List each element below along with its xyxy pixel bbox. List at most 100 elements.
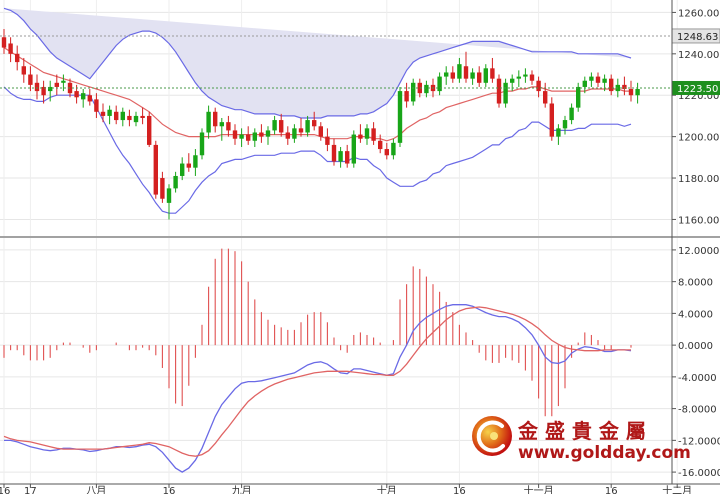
candle-body [15,53,20,63]
candle-body [391,142,396,156]
macd-tick-label: -4.0000 [678,373,717,384]
candle-body [516,76,521,79]
candle-body [503,82,508,104]
candle-body [358,134,363,139]
candlestick-series [1,28,640,220]
x-tick-label: 十二月 [662,484,692,494]
price-tick-label: 1260.00 [678,8,719,19]
signal-line [3,306,631,457]
candle-body [325,136,330,145]
candle-body [120,111,125,121]
candle-body [371,128,376,141]
candle-body [536,80,541,92]
candle-body [87,95,92,102]
candle-body [529,74,535,81]
candle-body [523,74,528,77]
candle-body [61,80,66,83]
candle-body [417,82,422,94]
candle-body [173,175,178,189]
candle-body [107,109,112,116]
candle-body [331,144,337,162]
candle-body [180,163,185,176]
upper-band-line [3,7,632,119]
price-tick-label: 1160.00 [678,215,719,226]
x-tick-label: 16 [605,486,618,494]
price-tick-label: 1240.00 [678,50,719,61]
candle-body [628,89,634,96]
candle-body [424,84,429,94]
watermark-url: www.goldday.com [518,443,691,463]
candle-body [635,89,640,96]
reference-tag: 1248.63 [677,32,718,43]
candle-body [549,103,554,137]
x-tick-label: 17 [24,486,37,494]
candle-body [213,111,218,127]
price-tick-label: 1220.00 [678,91,719,102]
candle-body [562,120,568,129]
candle-body [470,72,475,79]
candle-body [133,115,139,123]
candle-body [543,91,548,104]
middle-band-line [3,47,631,142]
candle-body [246,134,251,141]
candle-body [186,163,191,168]
x-tick-label: 16 [163,486,176,494]
candle-body [193,155,198,168]
candle-body [140,115,145,118]
candle-body [510,78,515,83]
candle-body [345,151,350,164]
candle-body [378,140,383,150]
macd-histogram [3,248,632,417]
candle-body [411,82,416,102]
watermark-chinese: 金 盛 貴 金 屬 [517,419,646,443]
candle-body [477,72,482,83]
candle-body [582,80,587,87]
candle-body [576,86,581,108]
x-tick-label: 16 [453,486,466,494]
candle-body [384,149,389,156]
candle-body [74,91,79,98]
goldday-logo-dot [490,432,498,440]
macd-tick-label: -16.0000 [678,468,720,479]
macd-grid [0,238,678,484]
current-price-tag: 1223.50 [677,84,718,95]
candle-body [292,128,297,139]
macd-tick-label: 4.0000 [678,309,713,320]
candle-body [147,115,152,145]
candle-body [259,132,264,137]
candle-body [444,72,449,77]
candle-body [569,107,574,121]
lower-band-line [3,86,632,214]
macd-tick-label: 0.0000 [678,341,713,352]
candle-body [602,78,607,83]
candle-body [166,188,172,203]
candle-body [232,130,238,139]
candle-body [483,68,488,83]
candle-body [279,120,284,133]
x-tick-label: 八月 [86,485,106,494]
candle-body [450,72,455,79]
macd-tick-label: 8.0000 [678,278,713,289]
candle-body [34,82,40,92]
candle-body [206,111,211,133]
candle-body [219,122,224,127]
candle-body [318,126,323,137]
price-tick-label: 1200.00 [678,133,719,144]
candle-body [48,86,53,92]
candle-body [41,86,46,96]
candle-body [457,64,462,79]
candle-body [199,132,205,156]
x-tick-label: 十一月 [524,484,554,494]
candle-body [463,66,469,79]
watermark: 金 盛 貴 金 屬 www.goldday.com [472,416,691,463]
candle-body [160,178,165,199]
candle-body [226,122,231,131]
candle-body [437,76,442,92]
candle-body [351,134,356,164]
candle-body [28,74,33,85]
candle-body [312,120,317,127]
candle-body [490,68,495,79]
candle-body [397,91,403,143]
